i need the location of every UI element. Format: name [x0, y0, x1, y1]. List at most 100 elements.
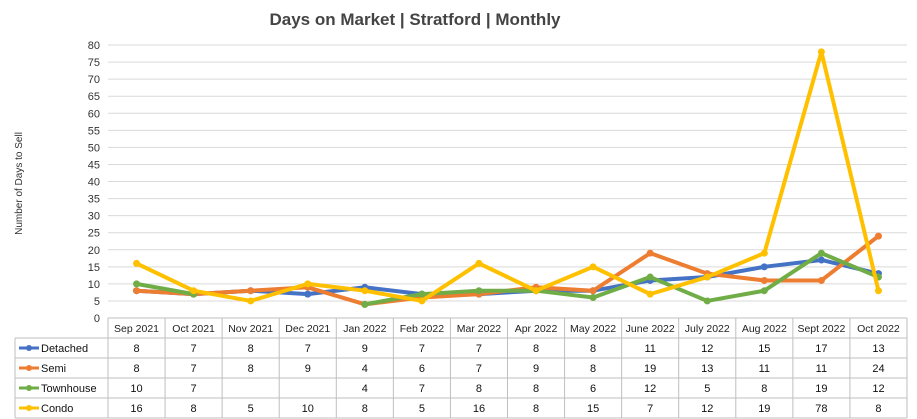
table-cell-value: 8 [590, 343, 596, 355]
table-cell-value: 4 [362, 383, 368, 395]
table-cell-value: 19 [815, 383, 827, 395]
table-cell-value: 8 [533, 343, 539, 355]
data-point [247, 297, 255, 305]
data-point [874, 232, 882, 240]
table-cell-value: 17 [815, 343, 827, 355]
x-tick-label: Nov 2021 [228, 323, 273, 335]
data-point [589, 287, 597, 295]
data-point [304, 290, 312, 298]
data-table: Sep 2021 Oct 2021 Nov 2021 Dec 2021 Jan 2022… [14, 317, 908, 419]
data-point [589, 263, 597, 271]
table-cell-value: 8 [133, 343, 139, 355]
legend-entry: Semi [41, 363, 66, 375]
legend-key-marker [26, 365, 32, 371]
table-cell-value: 7 [419, 383, 425, 395]
table-cell-value: 19 [644, 363, 656, 375]
table-cell-value: 12 [644, 383, 656, 395]
legend-key-marker [26, 345, 32, 351]
table-cell-value: 12 [872, 383, 884, 395]
table-cell-value: 12 [701, 343, 713, 355]
data-point [760, 249, 768, 257]
table-cell-value: 8 [761, 383, 767, 395]
legend-entry: Townhouse [41, 383, 97, 395]
table-cell-value: 16 [473, 403, 485, 415]
y-tick-label: 75 [88, 57, 100, 69]
data-point [361, 300, 369, 308]
data-point [190, 287, 198, 295]
x-tick-label: Sept 2022 [797, 323, 845, 335]
data-point [703, 273, 711, 281]
table-cell-value: 6 [419, 363, 425, 375]
y-tick-label: 10 [88, 279, 100, 291]
data-point [418, 290, 426, 298]
data-point [247, 287, 255, 295]
data-point [760, 276, 768, 284]
table-cell-value: 13 [701, 363, 713, 375]
chart-title: Days on Market | Stratford | Monthly [269, 10, 561, 29]
legend-entry: Detached [41, 343, 88, 355]
data-point [361, 287, 369, 295]
legend-key-marker [26, 385, 32, 391]
x-tick-label: July 2022 [685, 323, 730, 335]
series-semi [133, 232, 882, 308]
data-point [817, 249, 825, 257]
series-line [134, 281, 196, 297]
table-cell-value: 5 [704, 383, 710, 395]
table-cell-value: 8 [191, 403, 197, 415]
data-point [760, 263, 768, 271]
data-point [133, 287, 141, 295]
x-tick-label: Oct 2022 [857, 323, 900, 335]
table-cell-value: 7 [476, 343, 482, 355]
table-cell-value: 7 [419, 343, 425, 355]
data-point [589, 294, 597, 302]
table-cell-value: 7 [191, 383, 197, 395]
series-line [134, 49, 881, 303]
y-tick-label: 15 [88, 262, 100, 274]
table-cell-value: 16 [130, 403, 142, 415]
y-tick-label: 5 [94, 296, 100, 308]
table-cell-value: 8 [248, 363, 254, 375]
table-cell-value: 8 [362, 403, 368, 415]
data-point [817, 48, 825, 56]
table-cell-value: 12 [701, 403, 713, 415]
table-cell-value: 9 [533, 363, 539, 375]
y-tick-label: 30 [88, 211, 100, 223]
x-tick-label: Dec 2021 [285, 323, 330, 335]
table-cell-value: 19 [758, 403, 770, 415]
table-cell-value: 5 [419, 403, 425, 415]
table-cell-value: 15 [587, 403, 599, 415]
data-point [133, 280, 141, 288]
table-cell-value: 78 [815, 403, 827, 415]
legend-entry: Condo [41, 403, 73, 415]
data-point [817, 256, 825, 264]
y-tick-label: 60 [88, 108, 100, 120]
table-cell-value: 8 [476, 383, 482, 395]
series-lines [133, 48, 882, 308]
y-tick-label: 45 [88, 159, 100, 171]
y-tick-label: 40 [88, 177, 100, 189]
legend-key-marker [26, 405, 32, 411]
table-cell-value: 11 [816, 363, 827, 375]
table-cell-value: 8 [590, 363, 596, 375]
data-point [475, 259, 483, 267]
table-cell-value: 11 [644, 343, 655, 355]
table-cell-value: 8 [133, 363, 139, 375]
table-cell-value: 8 [875, 403, 881, 415]
gridlines [108, 44, 907, 319]
x-tick-label: Mar 2022 [457, 323, 502, 335]
x-tick-label: Aug 2022 [742, 323, 787, 335]
y-tick-label: 65 [88, 91, 100, 103]
x-tick-label: Sep 2021 [114, 323, 159, 335]
x-tick-label: May 2022 [570, 323, 616, 335]
x-tick-label: Oct 2021 [172, 323, 215, 335]
x-tick-label: Jan 2022 [343, 323, 386, 335]
table-cell-value: 15 [758, 343, 770, 355]
data-point [760, 287, 768, 295]
y-tick-label: 70 [88, 74, 100, 86]
x-tick-label: Feb 2022 [400, 323, 445, 335]
data-point [532, 287, 540, 295]
table-cell-value: 5 [248, 403, 254, 415]
table-cell-value: 13 [872, 343, 884, 355]
data-point [817, 276, 825, 284]
